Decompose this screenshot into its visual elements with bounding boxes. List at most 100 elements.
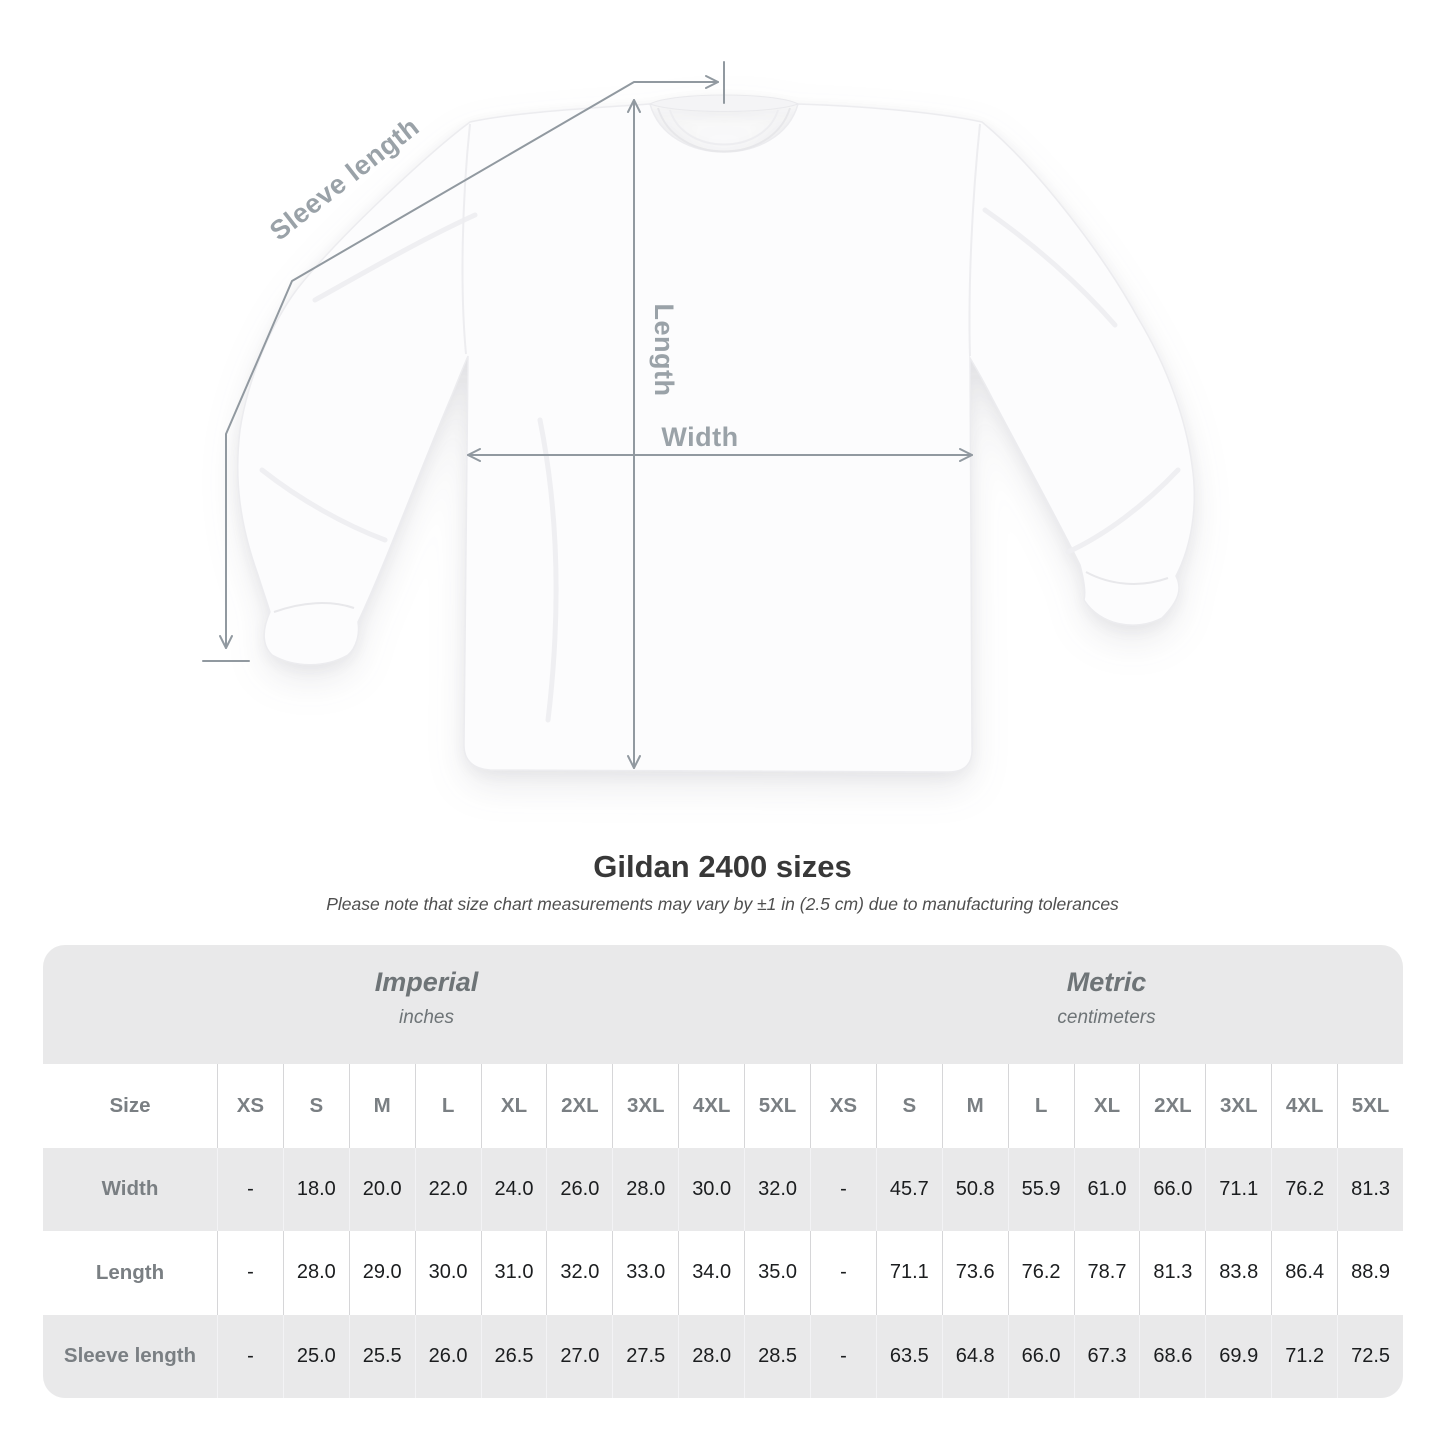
width-imperial-2xl: 26.0 xyxy=(546,1147,612,1231)
width-row-label: Width xyxy=(101,1177,159,1201)
width-metric-xs: - xyxy=(809,1147,876,1231)
body-crease xyxy=(537,417,559,723)
measurement-lines xyxy=(202,61,973,769)
col-imperial-l: L xyxy=(414,1064,481,1148)
length-metric-xl: 78.7 xyxy=(1073,1231,1140,1315)
col-metric-2xl: 2XL xyxy=(1139,1064,1206,1148)
left-shoulder-seam xyxy=(461,123,471,355)
width-metric-s: 45.7 xyxy=(875,1147,942,1231)
length-metric-xs: - xyxy=(809,1231,876,1315)
width-imperial-m: 20.0 xyxy=(348,1147,415,1231)
length-arrow-down xyxy=(627,755,641,769)
col-metric-xs: XS xyxy=(809,1064,876,1148)
right-cuff-seam xyxy=(1085,571,1169,585)
imperial-header: Imperial inches xyxy=(43,945,810,1064)
width-metric-l: 55.9 xyxy=(1007,1147,1074,1231)
page-title: Gildan 2400 sizes xyxy=(593,849,852,884)
width-metric-3xl: 71.1 xyxy=(1205,1147,1271,1231)
col-imperial-xl: XL xyxy=(480,1064,547,1148)
sleeve-imperial-s: 25.0 xyxy=(282,1314,349,1398)
col-metric-4xl: 4XL xyxy=(1271,1064,1338,1148)
length-metric-m: 73.6 xyxy=(941,1231,1008,1315)
col-imperial-2xl: 2XL xyxy=(546,1064,613,1148)
col-imperial-3xl: 3XL xyxy=(612,1064,679,1148)
length-imperial-m: 29.0 xyxy=(348,1231,415,1315)
sleeve-metric-l: 66.0 xyxy=(1007,1314,1074,1398)
col-imperial-xs: XS xyxy=(217,1064,283,1148)
width-imperial-5xl: 32.0 xyxy=(744,1147,810,1231)
width-metric-5xl: 81.3 xyxy=(1337,1147,1403,1231)
col-metric-3xl: 3XL xyxy=(1205,1064,1272,1148)
sleeve-imperial-2xl: 27.0 xyxy=(546,1314,612,1398)
length-imperial-5xl: 35.0 xyxy=(744,1231,810,1315)
size-grid: Size XS S M L XL 2XL 3XL 4XL 5XL XS S M … xyxy=(43,1064,1403,1398)
sleeve-imperial-l: 26.0 xyxy=(414,1314,481,1398)
collar-rib-line xyxy=(657,107,791,153)
sleeve-imperial-3xl: 27.5 xyxy=(612,1314,678,1398)
metric-unit: centimeters xyxy=(1057,1007,1156,1028)
sleeve-metric-5xl: 72.5 xyxy=(1337,1314,1403,1398)
length-imperial-l: 30.0 xyxy=(414,1231,481,1315)
length-imperial-3xl: 33.0 xyxy=(612,1231,679,1315)
length-imperial-s: 28.0 xyxy=(282,1231,349,1315)
sleeve-metric-4xl: 71.2 xyxy=(1271,1314,1337,1398)
length-metric-2xl: 81.3 xyxy=(1139,1231,1206,1315)
sleeve-metric-xs: - xyxy=(809,1314,876,1398)
width-label: Width xyxy=(661,422,738,452)
left-sleeve-crease xyxy=(312,212,478,303)
width-metric-m: 50.8 xyxy=(941,1147,1008,1231)
col-metric-m: M xyxy=(941,1064,1008,1148)
col-metric-s: S xyxy=(875,1064,942,1148)
length-imperial-2xl: 32.0 xyxy=(546,1231,613,1315)
length-metric-5xl: 88.9 xyxy=(1337,1231,1403,1315)
sleeve-imperial-5xl: 28.5 xyxy=(744,1314,810,1398)
width-imperial-3xl: 28.0 xyxy=(612,1147,678,1231)
shirt-silhouette xyxy=(237,103,1196,773)
length-metric-3xl: 83.8 xyxy=(1205,1231,1272,1315)
collar-rib-line-2 xyxy=(669,109,779,146)
metric-title: Metric xyxy=(1066,967,1147,997)
metric-header: Metric centimeters xyxy=(810,945,1403,1064)
sleeve-metric-xl: 67.3 xyxy=(1073,1314,1140,1398)
sleeve-metric-m: 64.8 xyxy=(941,1314,1008,1398)
length-row-label: Length xyxy=(43,1231,217,1315)
imperial-title: Imperial xyxy=(374,967,479,997)
sleeve-length-line xyxy=(225,81,719,649)
sleeve-metric-2xl: 68.6 xyxy=(1139,1314,1205,1398)
left-cuff-seam xyxy=(273,602,355,613)
col-imperial-s: S xyxy=(282,1064,349,1148)
sleeve-metric-s: 63.5 xyxy=(875,1314,942,1398)
tolerance-note: Please note that size chart measurements… xyxy=(326,894,1119,914)
width-imperial-4xl: 30.0 xyxy=(678,1147,744,1231)
col-imperial-m: M xyxy=(348,1064,415,1148)
col-imperial-4xl: 4XL xyxy=(678,1064,745,1148)
sleeve-arrow-right xyxy=(705,75,719,89)
width-metric-xl: 61.0 xyxy=(1073,1147,1140,1231)
col-metric-l: L xyxy=(1007,1064,1074,1148)
col-metric-5xl: 5XL xyxy=(1337,1064,1403,1148)
length-metric-l: 76.2 xyxy=(1007,1231,1074,1315)
unit-header-row: Imperial inches Metric centimeters xyxy=(43,945,1403,1064)
sleeve-imperial-xs: - xyxy=(217,1314,283,1398)
width-imperial-s: 18.0 xyxy=(282,1147,349,1231)
left-elbow-crease xyxy=(259,467,388,543)
sleeve-imperial-m: 25.5 xyxy=(348,1314,415,1398)
length-arrow-up xyxy=(627,99,641,113)
width-metric-4xl: 76.2 xyxy=(1271,1147,1337,1231)
shirt-measurement-diagram: Sleeve length Length Width xyxy=(202,61,1196,773)
col-imperial-5xl: 5XL xyxy=(744,1064,810,1148)
sleeve-imperial-xl: 26.5 xyxy=(480,1314,547,1398)
long-sleeve-shirt xyxy=(237,94,1196,773)
width-imperial-l: 22.0 xyxy=(414,1147,481,1231)
length-imperial-xs: - xyxy=(217,1231,283,1315)
shirt-illustration: Sleeve length Length Width xyxy=(202,61,1196,773)
length-metric-4xl: 86.4 xyxy=(1271,1231,1338,1315)
right-shoulder-seam xyxy=(968,123,981,357)
sleeve-arrow-down xyxy=(219,635,233,649)
length-metric-s: 71.1 xyxy=(875,1231,942,1315)
width-arrow-left xyxy=(467,448,481,462)
length-imperial-xl: 31.0 xyxy=(480,1231,547,1315)
sleeve-row-label: Sleeve length xyxy=(63,1344,197,1368)
width-imperial-xl: 24.0 xyxy=(480,1147,547,1231)
